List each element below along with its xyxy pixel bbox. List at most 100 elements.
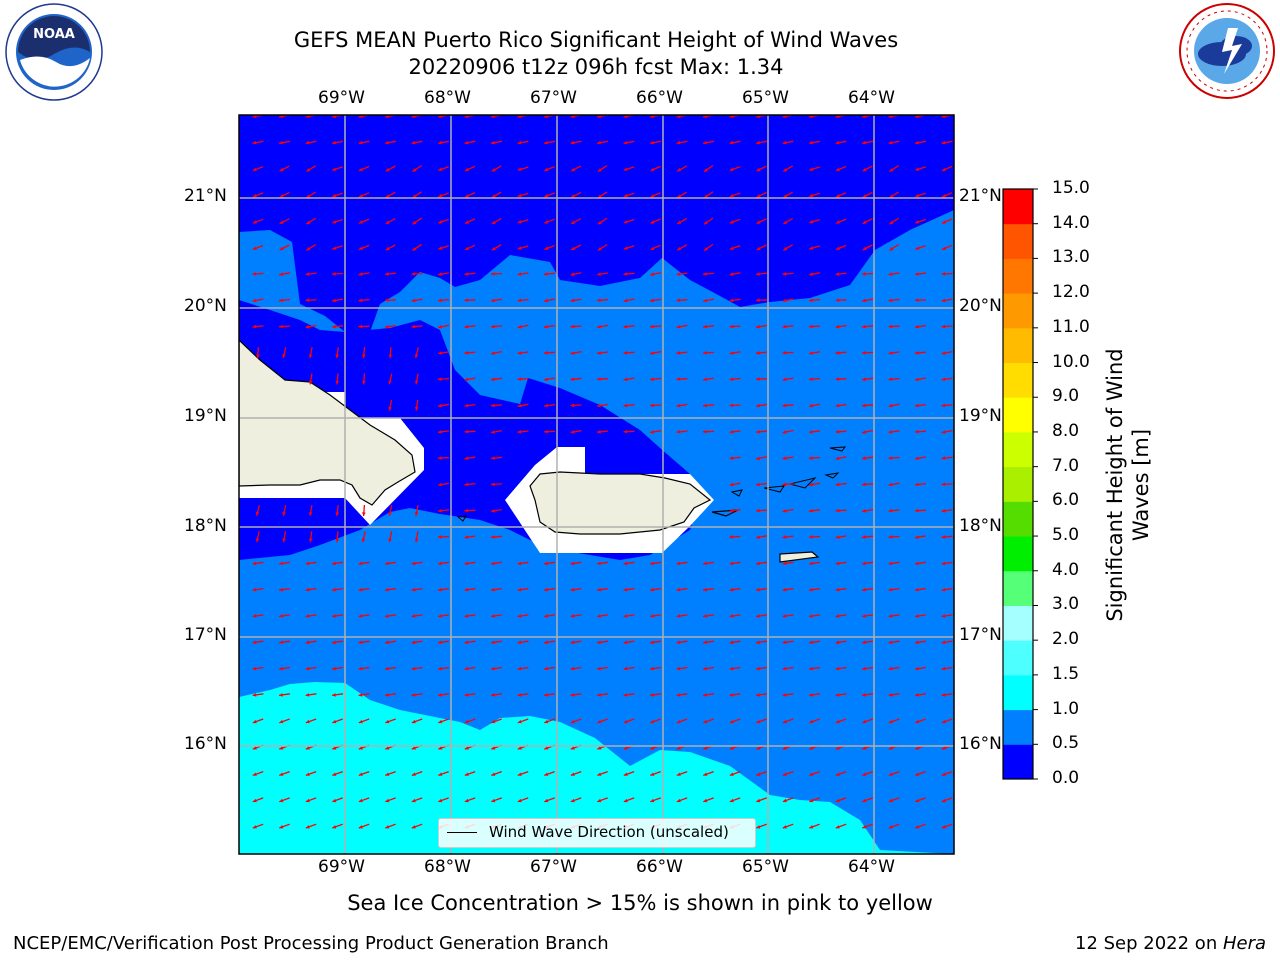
wave-arrow-head <box>650 719 655 724</box>
wave-arrow-head <box>279 220 284 224</box>
wave-arrow-head <box>517 193 522 198</box>
land-puerto-rico <box>529 471 712 535</box>
wave-arrow-head <box>544 693 548 697</box>
legend-label: Wind Wave Direction (unscaled) <box>489 823 729 841</box>
wave-arrow-head <box>835 351 840 355</box>
wave-arrow-head <box>729 587 734 592</box>
wave-arrow-head <box>650 640 654 645</box>
wave-arrow-head <box>915 167 920 171</box>
wave-arrow-head <box>464 772 469 776</box>
wave-arrow-head <box>915 772 920 776</box>
wave-arrow-head <box>517 298 522 303</box>
wave-arrow-head <box>756 377 760 381</box>
wave-arrow-head <box>650 220 655 224</box>
wave-arrow-head <box>756 508 760 513</box>
wave-arrow-head <box>570 746 575 750</box>
wave-arrow-head <box>941 115 946 119</box>
lon-bottom-label: 69°W <box>318 857 365 877</box>
wave-arrow-head <box>332 115 336 119</box>
wave-arrow-head <box>335 354 339 359</box>
wave-arrow-head <box>862 693 866 697</box>
wave-arrow-head <box>835 115 840 119</box>
wave-arrow-head <box>385 798 390 803</box>
island-vieques <box>711 509 739 517</box>
wave-arrow-head <box>915 377 919 382</box>
wave-arrow-head <box>252 825 257 829</box>
wave-arrow-head <box>809 693 813 697</box>
wave-arrow-head <box>252 220 257 224</box>
wave-arrow-head <box>332 220 337 224</box>
wave-arrow-head <box>623 403 628 408</box>
wave-arrow-head <box>306 168 311 172</box>
wave-arrow-head <box>335 512 340 516</box>
wave-arrow-head <box>677 220 682 224</box>
wave-arrow-head <box>756 403 760 408</box>
wave-arrow-head <box>704 194 708 198</box>
wave-arrow-head <box>517 325 522 329</box>
wave-arrow-head <box>305 746 310 750</box>
wave-arrow-head <box>941 351 946 355</box>
wave-arrow-head <box>704 247 708 251</box>
wave-arrow-head <box>544 798 549 803</box>
wave-arrow-head <box>809 298 813 303</box>
wave-arrow-head <box>862 719 867 724</box>
wave-arrow-head <box>888 640 893 645</box>
wave-arrow-head <box>597 430 601 434</box>
wave-arrow-head <box>835 246 840 250</box>
wave-arrow-head <box>703 719 708 724</box>
wave-arrow-head <box>782 403 787 408</box>
wave-arrow-head <box>332 719 337 724</box>
wave-arrow-head <box>862 140 866 145</box>
wave-arrow-head <box>517 430 522 434</box>
wave-arrow-head <box>756 614 760 618</box>
wave-arrow-head <box>491 746 496 750</box>
wave-arrow-head <box>809 115 813 119</box>
wave-arrow-head <box>332 693 336 697</box>
wave-arrow-head <box>915 614 919 618</box>
wave-arrow-head <box>756 798 761 803</box>
wave-arrow-head <box>676 666 681 671</box>
wave-arrow-head <box>888 456 893 460</box>
wave-arrow-head <box>862 640 866 645</box>
wave-arrow-head <box>570 403 575 408</box>
wave-arrow-head <box>517 614 522 618</box>
lat-right-label: 18°N <box>959 516 1002 536</box>
wave-arrow-head <box>517 220 522 224</box>
wave-arrow-head <box>279 324 283 329</box>
wave-arrow-head <box>252 193 257 198</box>
wave-arrow-head <box>835 587 840 592</box>
wave-arrow-head <box>570 351 575 355</box>
wave-arrow-head <box>465 246 469 250</box>
wave-arrow-head <box>464 482 469 487</box>
wave-arrow-head <box>385 746 390 750</box>
wave-arrow-head <box>809 272 813 276</box>
wave-arrow-head <box>335 538 340 543</box>
wave-arrow-head <box>385 324 389 329</box>
wave-arrow-head <box>835 456 840 460</box>
wave-arrow-head <box>252 693 257 697</box>
wave-arrow-head <box>464 535 469 539</box>
wave-arrow-head <box>623 666 628 671</box>
wave-arrow-head <box>544 403 548 408</box>
wave-arrow-head <box>650 246 655 250</box>
wave-arrow-head <box>729 324 734 329</box>
wave-arrow-head <box>782 772 787 776</box>
wave-arrow-head <box>729 640 734 645</box>
wave-arrow-head <box>915 456 919 460</box>
wave-arrow-head <box>491 298 495 303</box>
wave-arrow-head <box>809 825 814 829</box>
wave-arrow-head <box>570 693 575 697</box>
wave-arrow-head <box>306 247 311 251</box>
wave-arrow-head <box>623 140 628 145</box>
wave-arrow-head <box>517 351 522 355</box>
wave-arrow-head <box>942 246 946 250</box>
wave-arrow-head <box>941 509 946 513</box>
wave-arrow-head <box>729 430 734 434</box>
wave-arrow-head <box>570 377 575 381</box>
wave-arrow-head <box>491 377 495 382</box>
wave-arrow-head <box>279 666 283 671</box>
wave-arrow-head <box>358 140 363 145</box>
wave-arrow-head <box>756 456 760 461</box>
wave-arrow-head <box>279 640 283 645</box>
wave-arrow-head <box>756 482 760 487</box>
